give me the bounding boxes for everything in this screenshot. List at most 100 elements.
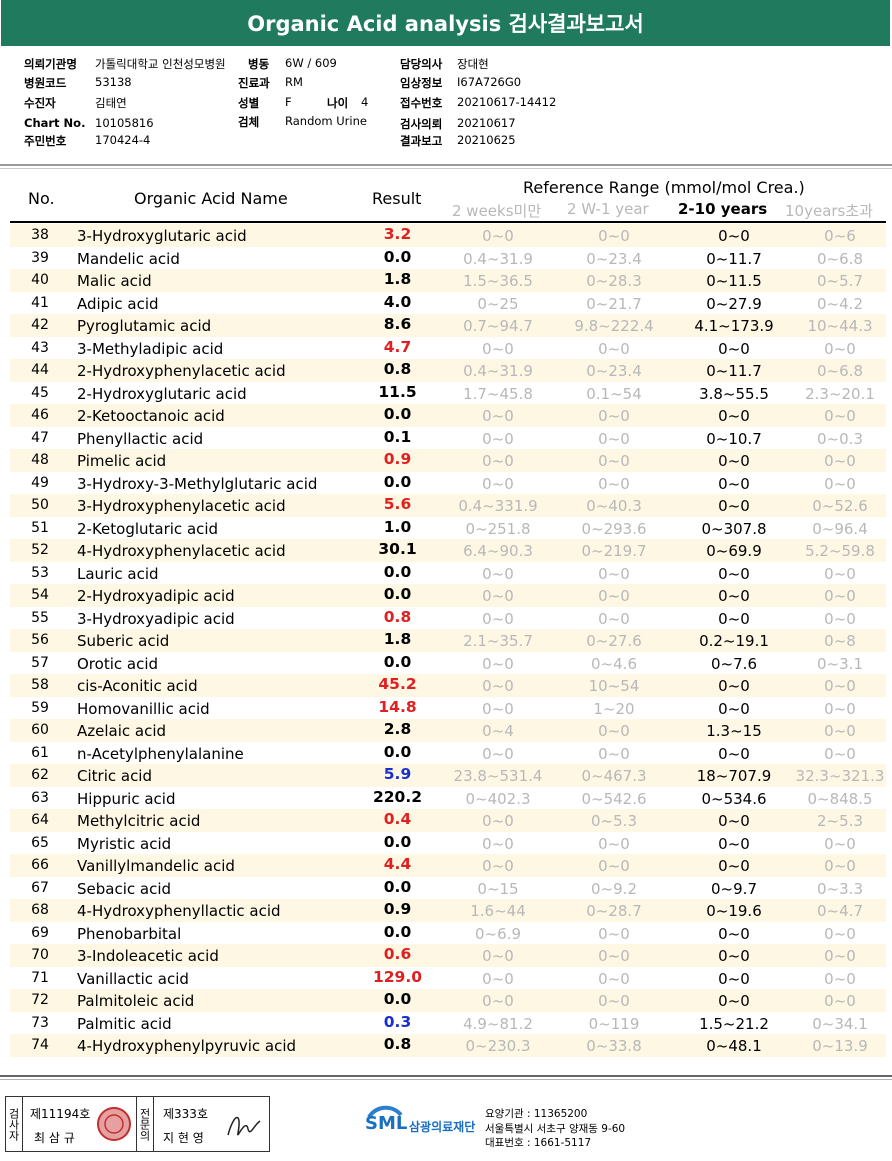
table-row: 54 2-Hydroxyadipic acid 0.0 0~0 0~0 0~0 0~0 — [10, 584, 886, 607]
result-value: 0.6 — [383, 945, 412, 963]
row-number: 71 — [31, 969, 49, 986]
header-no: No. — [28, 189, 55, 208]
acid-name: Methylcitric acid — [77, 812, 201, 830]
info-label: 성별 — [238, 96, 260, 110]
header-age4: 10years초과 — [785, 202, 873, 220]
table-row: 51 2-Ketoglutaric acid 1.0 0~251.8 0~293.6 0~… — [10, 517, 886, 540]
range-over-10y: 0~3.1 — [817, 654, 863, 673]
acid-name: Phenobarbital — [77, 924, 182, 943]
acid-name: 4-Hydroxyphenyllactic acid — [77, 902, 281, 920]
signature-icon — [227, 1116, 261, 1136]
row-number: 40 — [31, 272, 49, 288]
range-under-2-weeks: 0~0 — [482, 744, 514, 763]
range-under-2-weeks: 0~0 — [482, 857, 514, 875]
table-row: 60 Azelaic acid 2.8 0~4 0~0 1.3~15 0~0 — [10, 719, 886, 742]
range-2-10y: 0~48.1 — [706, 1037, 762, 1055]
row-number: 50 — [31, 497, 49, 513]
range-2w-1y: 0.1~54 — [586, 384, 642, 403]
divider — [0, 168, 892, 169]
range-2w-1y: 0~0 — [598, 924, 630, 943]
range-2w-1y: 0~0 — [598, 722, 630, 740]
row-number: 48 — [31, 452, 49, 468]
range-under-2-weeks: 0~0 — [482, 609, 514, 628]
range-over-10y: 0~0 — [824, 947, 856, 965]
specialist-name: 지 현 영 — [163, 1131, 204, 1145]
result-value: 0.8 — [383, 607, 412, 626]
range-under-2-weeks: 2.1~35.7 — [463, 632, 533, 650]
header-age1: 2 weeks미만 — [452, 202, 542, 220]
header-divider — [10, 221, 886, 223]
range-over-10y: 2~5.3 — [817, 812, 863, 830]
row-number: 46 — [31, 407, 49, 423]
range-2w-1y: 0~0 — [598, 407, 630, 425]
acid-name: Vanillylmandelic acid — [77, 857, 235, 875]
row-number: 47 — [31, 429, 49, 446]
range-2-10y: 0~11.7 — [706, 249, 762, 268]
range-2w-1y: 0~4.6 — [591, 654, 637, 673]
range-under-2-weeks: 0~0 — [482, 339, 514, 358]
range-2-10y: 0~0 — [718, 497, 750, 515]
range-under-2-weeks: 1.5~36.5 — [463, 272, 533, 290]
row-number: 39 — [31, 249, 49, 266]
range-2w-1y: 0~28.7 — [586, 902, 642, 920]
acid-name: 2-Hydroxyphenylacetic acid — [77, 362, 286, 380]
header-age2: 2 W-1 year — [567, 200, 649, 218]
acid-name: n-Acetylphenylalanine — [77, 744, 244, 763]
range-2w-1y: 0~0 — [598, 609, 630, 628]
acid-name: Citric acid — [77, 767, 152, 785]
sml-logo-icon — [367, 1105, 403, 1119]
result-value: 0.3 — [383, 1012, 412, 1031]
range-2w-1y: 0~0 — [598, 969, 630, 988]
range-2-10y: 0~0 — [718, 609, 750, 628]
info-label: 접수번호 — [400, 96, 443, 110]
result-value: 0.9 — [383, 450, 412, 468]
info-value: 김태연 — [95, 96, 127, 110]
range-2-10y: 1.5~21.2 — [699, 1014, 769, 1033]
table-row: 72 Palmitoleic acid 0.0 0~0 0~0 0~0 0~0 — [10, 989, 886, 1012]
range-under-2-weeks: 0~251.8 — [465, 519, 531, 538]
table-row: 38 3-Hydroxyglutaric acid 3.2 0~0 0~0 0~0 0~6 — [10, 224, 886, 247]
row-number: 72 — [31, 992, 49, 1008]
info-value: 6W / 609 — [285, 56, 337, 70]
range-2w-1y: 0~467.3 — [581, 767, 647, 785]
table-row: 55 3-Hydroxyadipic acid 0.8 0~0 0~0 0~0 0~0 — [10, 607, 886, 630]
info-label: 수진자 — [24, 96, 56, 110]
range-under-2-weeks: 0~0 — [482, 677, 514, 695]
range-2w-1y: 0~0 — [598, 834, 630, 853]
range-under-2-weeks: 4.9~81.2 — [463, 1014, 533, 1033]
range-over-10y: 0~4.2 — [817, 294, 863, 313]
header-reference: Reference Range (mmol/mol Crea.) — [523, 178, 805, 197]
result-value: 0.0 — [383, 472, 412, 491]
range-2w-1y: 0~293.6 — [581, 519, 647, 538]
range-under-2-weeks: 1.7~45.8 — [463, 384, 533, 403]
range-under-2-weeks: 0.4~31.9 — [463, 249, 533, 268]
range-2w-1y: 0~23.4 — [586, 362, 642, 380]
result-value: 1.8 — [383, 270, 412, 288]
org-info-line: 대표번호 : 1661-5117 — [485, 1137, 592, 1149]
acid-name: Orotic acid — [77, 654, 159, 673]
acid-name: Palmitoleic acid — [77, 992, 195, 1010]
range-over-10y: 0~0 — [824, 699, 856, 718]
specialist-side-label: 전문의 — [136, 1097, 154, 1151]
result-value: 129.0 — [372, 967, 423, 986]
row-number: 57 — [31, 654, 49, 671]
table-row: 50 3-Hydroxyphenylacetic acid 5.6 0.4~331.9… — [10, 494, 886, 517]
range-2-10y: 0~7.6 — [711, 654, 757, 673]
range-under-2-weeks: 0~4 — [482, 722, 514, 740]
org-name: 삼광의료재단 — [409, 1120, 476, 1134]
row-number: 65 — [31, 834, 49, 851]
acid-name: 2-Hydroxyglutaric acid — [77, 384, 247, 403]
range-2w-1y: 0~40.3 — [586, 497, 642, 515]
range-over-10y: 0~0 — [824, 834, 856, 853]
range-under-2-weeks: 6.4~90.3 — [463, 542, 533, 560]
info-value: I67A726G0 — [457, 75, 522, 89]
acid-name: Adipic acid — [77, 294, 159, 313]
acid-name: 2-Ketoglutaric acid — [77, 519, 219, 538]
acid-name: 3-Indoleacetic acid — [77, 947, 219, 965]
range-2-10y: 0~11.7 — [706, 362, 762, 380]
result-value: 0.0 — [383, 832, 412, 851]
range-under-2-weeks: 1.6~44 — [470, 902, 526, 920]
table-row: 48 Pimelic acid 0.9 0~0 0~0 0~0 0~0 — [10, 449, 886, 472]
range-2w-1y: 1~20 — [593, 699, 635, 718]
range-over-10y: 5.2~59.8 — [805, 542, 875, 560]
